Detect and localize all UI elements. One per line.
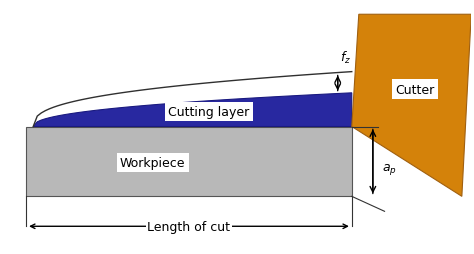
Text: Cutter: Cutter	[395, 83, 435, 96]
Polygon shape	[352, 15, 471, 197]
Polygon shape	[33, 93, 352, 127]
Text: $a_p$: $a_p$	[382, 162, 397, 177]
Text: Cutting layer: Cutting layer	[168, 106, 249, 119]
Bar	[26, 127, 352, 197]
Text: $f_z$: $f_z$	[340, 50, 351, 66]
Text: Length of cut: Length of cut	[147, 220, 230, 233]
Text: Workpiece: Workpiece	[120, 156, 185, 169]
